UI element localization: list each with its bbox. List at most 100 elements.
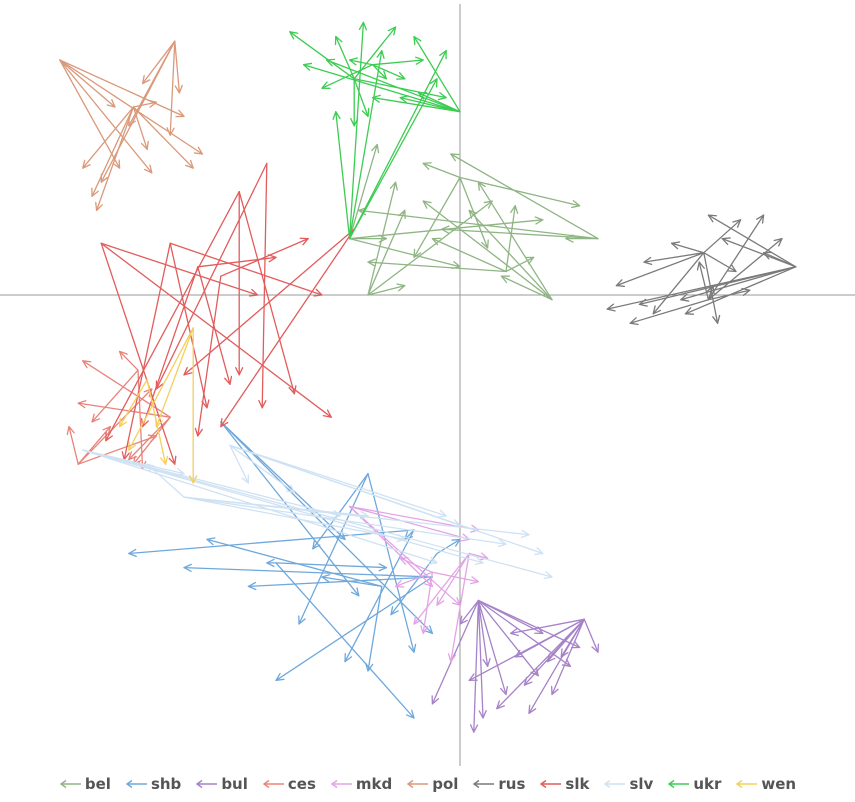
wen-arrow-head bbox=[118, 417, 127, 428]
bul-arrow-head bbox=[469, 724, 479, 733]
ukr-arrow-shaft bbox=[371, 64, 388, 80]
ukr-arrow-head bbox=[334, 35, 343, 46]
slk-arrow-head bbox=[201, 399, 210, 409]
rus-arrow-head bbox=[756, 214, 765, 224]
mkd-arrow-head bbox=[479, 552, 489, 561]
bul-arrow-shaft bbox=[528, 618, 585, 714]
mkd-arrow-head bbox=[424, 578, 434, 588]
rus-arrow-shaft bbox=[707, 214, 765, 301]
shb-arrow-shaft bbox=[206, 538, 383, 588]
slv-arrow-shaft bbox=[229, 444, 296, 494]
pol-arrow-head bbox=[175, 109, 185, 118]
pol-arrow-head bbox=[112, 159, 121, 169]
bel-arrow-shaft bbox=[358, 209, 599, 240]
bul-arrow-head bbox=[561, 658, 572, 667]
bel-arrow-head bbox=[413, 248, 422, 259]
ukr-arrow-shaft bbox=[289, 31, 355, 80]
slv-arrow-shaft bbox=[82, 449, 484, 564]
pol-arrow-shaft bbox=[59, 59, 204, 155]
bul-arrow-head bbox=[534, 626, 544, 635]
bul-arrow-shaft bbox=[509, 618, 585, 635]
ukr-arrow-head bbox=[413, 35, 422, 46]
legend-item-mkd: mkd bbox=[330, 775, 392, 793]
slv-arrow-shaft bbox=[82, 449, 438, 564]
bul-arrow-head bbox=[514, 649, 524, 658]
slk-arrow-head bbox=[220, 418, 229, 428]
slv-arrow-head bbox=[285, 484, 296, 494]
wen-arrow-shaft bbox=[118, 378, 148, 428]
slv-arrow-head bbox=[396, 533, 406, 543]
ces-arrow-shaft bbox=[118, 350, 139, 371]
ukr-arrow-head bbox=[348, 57, 359, 66]
bel-arrow-head bbox=[451, 260, 461, 270]
slk-arrow-shaft bbox=[220, 237, 309, 277]
ukr-arrow-shaft bbox=[348, 49, 447, 240]
ukr-arrow-shaft bbox=[302, 64, 461, 113]
bel-arrow-head bbox=[371, 143, 380, 154]
rus-arrow-head bbox=[652, 305, 662, 315]
legend-arrow-icon bbox=[668, 779, 690, 789]
ukr-arrow-shaft bbox=[348, 49, 383, 240]
slk-arrow-head bbox=[224, 375, 233, 385]
legend-label: wen bbox=[761, 775, 797, 793]
ces-arrow-shaft bbox=[91, 369, 139, 423]
bul-arrow-shaft bbox=[551, 618, 585, 696]
bel-arrow-shaft bbox=[367, 284, 406, 296]
ukr-arrow-shaft bbox=[399, 96, 461, 113]
slk-arrow-shaft bbox=[197, 266, 231, 385]
legend-arrow-icon bbox=[736, 779, 758, 789]
ukr-arrow-head bbox=[371, 94, 381, 103]
bul-arrow-shaft bbox=[477, 599, 581, 649]
ces-arrow-head bbox=[66, 425, 75, 436]
ces-arrow-head bbox=[91, 413, 101, 423]
shb-arrow-shaft bbox=[275, 562, 415, 719]
rus-arrow-shaft bbox=[684, 266, 797, 315]
rus-arrow-head bbox=[606, 303, 616, 312]
rus-arrow-shaft bbox=[629, 299, 710, 324]
legend-label: pol bbox=[432, 775, 459, 793]
bel-arrow-head bbox=[481, 239, 489, 249]
legend-arrow-icon bbox=[330, 779, 352, 789]
bul-arrow-shaft bbox=[477, 599, 484, 719]
ukr-arrow-head bbox=[358, 21, 368, 31]
shb-arrow-head bbox=[312, 540, 321, 550]
series-pol-arrows bbox=[59, 40, 204, 212]
legend-item-pol: pol bbox=[406, 775, 458, 793]
shb-arrow-head bbox=[378, 563, 388, 572]
pol-arrow-shaft bbox=[91, 106, 135, 197]
ukr-arrow-shaft bbox=[353, 78, 369, 118]
rus-arrow-shaft bbox=[703, 252, 719, 324]
ukr-arrow-head bbox=[302, 62, 313, 71]
bel-arrow-head bbox=[500, 275, 511, 284]
pol-arrow-shaft bbox=[128, 40, 176, 127]
shb-arrow-head bbox=[298, 615, 306, 625]
ces-arrow-shaft bbox=[77, 435, 158, 465]
rus-arrow-shaft bbox=[638, 266, 797, 306]
series-rus-arrows bbox=[606, 214, 797, 326]
bul-arrow-head bbox=[530, 667, 539, 677]
bul-arrow-head bbox=[523, 676, 533, 686]
ces-arrow-shaft bbox=[132, 416, 171, 465]
shb-arrow-head bbox=[350, 587, 360, 597]
ces-arrow-head bbox=[77, 400, 87, 409]
ukr-arrow-shaft bbox=[413, 35, 461, 113]
slk-arrow-head bbox=[105, 432, 113, 442]
bel-arrow-head bbox=[367, 258, 377, 267]
ukr-arrow-head bbox=[289, 31, 299, 40]
slk-arrow-shaft bbox=[197, 256, 277, 268]
bel-arrow-shaft bbox=[431, 237, 507, 273]
mkd-arrow-shaft bbox=[468, 552, 489, 559]
slk-arrow-head bbox=[258, 399, 267, 409]
mkd-arrow-head bbox=[413, 615, 422, 625]
slv-arrow-shaft bbox=[82, 449, 342, 517]
pol-arrow-head bbox=[193, 146, 204, 155]
bul-arrow-head bbox=[509, 627, 519, 637]
legend-arrow-icon bbox=[406, 779, 429, 789]
mkd-arrow-head bbox=[469, 576, 480, 585]
rus-arrow-shaft bbox=[615, 252, 705, 287]
ukr-arrow-head bbox=[321, 81, 331, 89]
pol-arrow-head bbox=[141, 75, 151, 85]
mkd-arrow-shaft bbox=[431, 571, 480, 583]
ukr-arrow-shaft bbox=[353, 26, 397, 80]
slk-arrow-shaft bbox=[183, 228, 355, 376]
